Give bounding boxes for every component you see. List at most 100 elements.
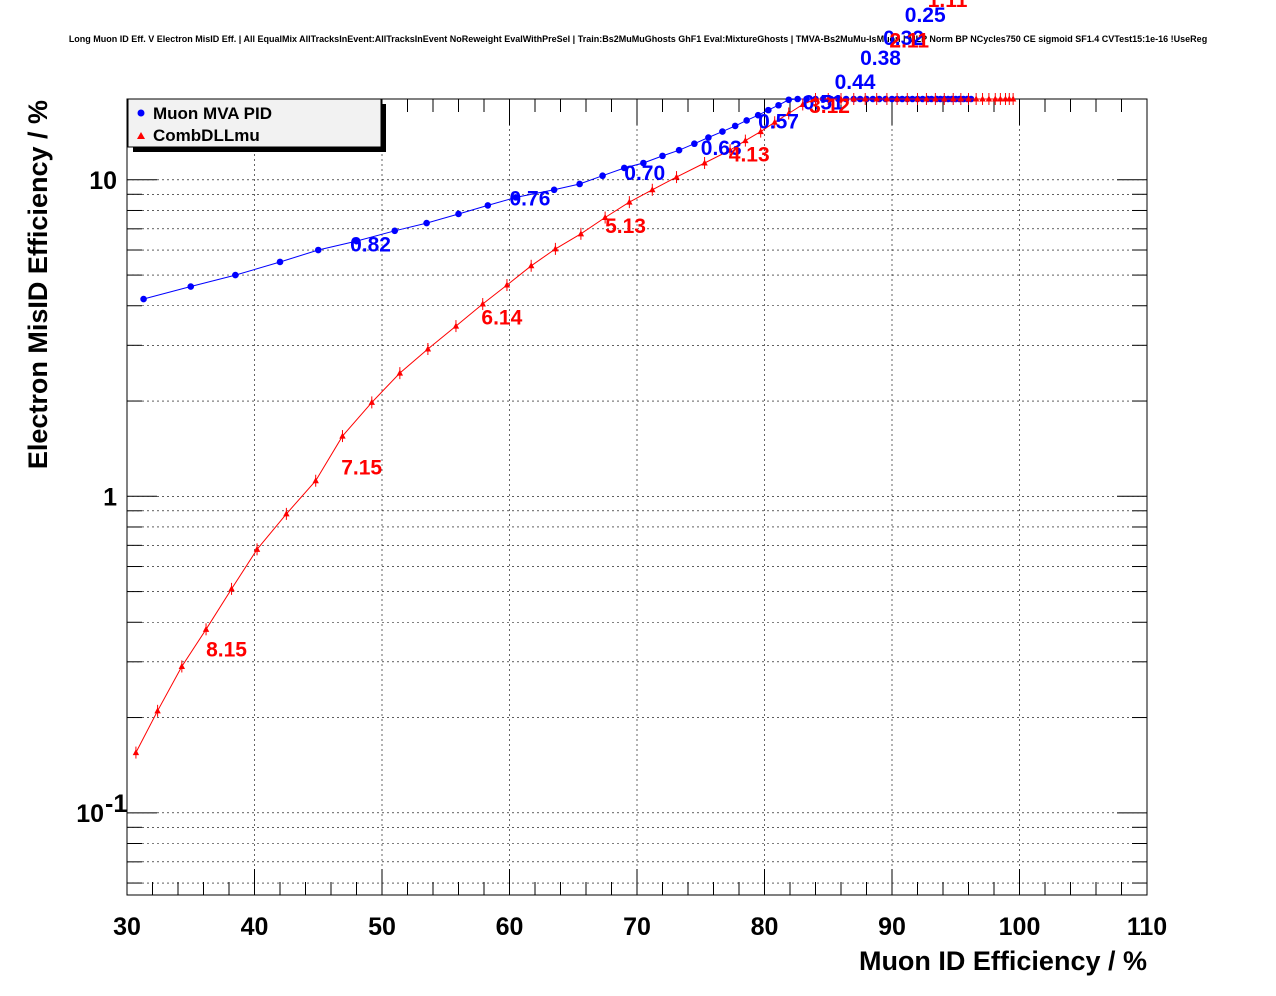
data-point: [972, 95, 980, 102]
data-point: [941, 95, 948, 102]
data-point: [353, 237, 360, 245]
annotation-label: 0.38: [860, 47, 901, 70]
data-point: [228, 585, 235, 592]
data-point: [705, 134, 712, 141]
data-point: [527, 262, 535, 269]
data-point: [550, 186, 558, 194]
x-axis-label: Muon ID Efficiency / %: [859, 946, 1147, 976]
legend-marker-muon-mva: [137, 109, 145, 117]
data-point: [132, 749, 140, 756]
data-point: [232, 271, 239, 279]
data-point: [904, 95, 911, 102]
data-point: [314, 246, 322, 254]
series-line: [135, 98, 1014, 753]
annotation-label: 0.19: [924, 0, 965, 3]
data-point: [873, 95, 880, 102]
annotation-label: 1.11: [928, 0, 968, 12]
y-tick-label-exponent: -1: [105, 790, 127, 818]
annotation-label: 0.25: [905, 4, 946, 27]
data-point: [276, 258, 284, 266]
x-tick-label: 110: [1127, 913, 1167, 941]
x-tick-label: 100: [999, 913, 1041, 941]
data-point: [757, 128, 764, 135]
y-tick-label: 10: [76, 800, 104, 828]
annotation-label: 0.63: [701, 137, 742, 160]
data-point: [512, 194, 520, 201]
data-point: [620, 164, 628, 172]
data-point: [825, 95, 832, 102]
data-point: [253, 545, 261, 552]
data-point: [985, 95, 993, 102]
data-point: [552, 245, 559, 252]
annotation-label: 0.32: [883, 27, 924, 50]
data-point: [202, 625, 210, 632]
annotation-label: 0.70: [624, 162, 665, 185]
data-point: [950, 95, 957, 102]
data-point: [979, 95, 986, 102]
axis-ticks: [126, 99, 1148, 895]
legend: Muon MVA PID CombDLLmu: [127, 98, 386, 152]
data-point: [649, 186, 656, 193]
data-point: [992, 95, 999, 102]
annotation-label: 6.14: [481, 307, 522, 330]
x-tick-label: 60: [496, 913, 524, 941]
x-tick-label: 30: [113, 913, 141, 941]
data-point: [765, 106, 772, 114]
x-tick-label: 70: [623, 913, 651, 941]
data-point: [803, 95, 810, 103]
data-point: [883, 95, 891, 102]
grid: [127, 99, 1147, 895]
data-point: [932, 95, 939, 102]
data-point: [675, 146, 683, 154]
legend-label-muon-mva: Muon MVA PID: [153, 104, 272, 123]
data-point: [601, 214, 609, 221]
data-point: [484, 202, 492, 209]
data-point: [957, 95, 965, 102]
annotation-label: 7.15: [341, 457, 382, 480]
annotation-label: 2.11: [889, 29, 929, 52]
data-point: [391, 227, 399, 235]
data-point: [771, 118, 778, 125]
chart-title: Long Muon ID Eff. V Electron MisID Eff. …: [69, 34, 1207, 44]
annotations: 0.82 0.76 0.70 0.63 0.570.510.440.380.320.25…: [206, 0, 968, 662]
data-point: [862, 95, 869, 102]
data-point: [479, 300, 486, 307]
annotation-label: 0.44: [835, 71, 876, 94]
y-tick-label: 1: [103, 483, 117, 511]
data-point: [178, 662, 186, 669]
y-tick-label: 10: [89, 167, 117, 195]
data-point: [396, 369, 404, 376]
data-point: [785, 109, 792, 116]
data-point: [743, 117, 750, 124]
x-tick-label: 50: [368, 913, 396, 941]
data-point: [754, 111, 762, 119]
data-point: [731, 122, 739, 130]
data-point: [283, 510, 290, 517]
data-point: [794, 95, 801, 103]
data-point: [799, 100, 806, 107]
data-point: [599, 172, 606, 180]
data-point: [893, 95, 901, 102]
data-point: [339, 432, 346, 439]
data-point: [312, 477, 319, 484]
series-layer: [132, 93, 1017, 759]
data-point: [659, 152, 666, 160]
data-point: [626, 198, 633, 205]
data-point: [187, 283, 195, 290]
data-point: [1009, 95, 1017, 102]
data-point: [503, 281, 511, 288]
plot-frame: [126, 98, 1148, 896]
data-point: [423, 219, 430, 227]
data-point: [726, 146, 734, 153]
data-point: [452, 322, 460, 329]
annotation-label: 0.76: [510, 187, 551, 210]
legend-marker-combdllmu: [137, 132, 145, 139]
legend-label-combdllmu: CombDLLmu: [153, 126, 260, 145]
data-point: [965, 95, 972, 102]
data-point: [691, 140, 698, 148]
x-tick-label: 80: [751, 913, 779, 941]
data-point: [368, 398, 375, 405]
y-axis-label: Electron MisID Efficiency / %: [23, 100, 53, 469]
